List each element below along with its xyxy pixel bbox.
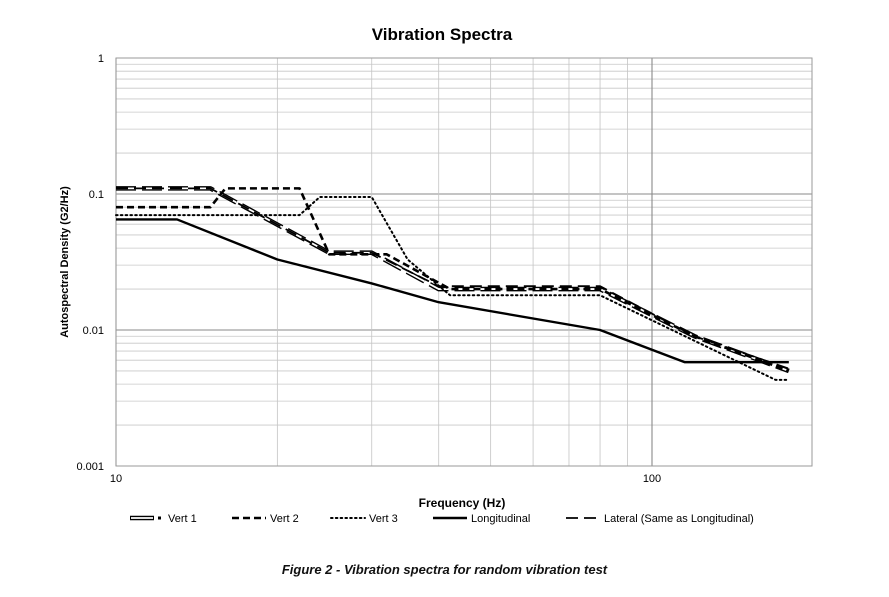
legend-longitudinal-label: Longitudinal xyxy=(471,513,530,525)
chart-title: Vibration Spectra xyxy=(372,25,513,44)
y-tick-label: 0.001 xyxy=(76,461,104,473)
series-lateral-same-as-longitudinal xyxy=(116,187,790,370)
series-vert-3-line xyxy=(115,196,790,381)
legend-vert-1-swatch-dot xyxy=(158,516,161,520)
legend-vert-3: Vert 3 xyxy=(330,513,398,525)
series-vert-3 xyxy=(115,196,790,381)
series-vert-2-line xyxy=(116,187,790,373)
legend: Vert 1 Vert 2 Vert 3 Longitudinal Lateral (S… xyxy=(130,513,754,525)
x-tick-label: 100 xyxy=(643,473,661,485)
y-axis-label: Autospectral Density (G2/Hz) xyxy=(59,186,71,338)
plot-frame xyxy=(115,57,813,467)
grid-lines xyxy=(115,57,813,467)
legend-vert-3-label: Vert 3 xyxy=(369,513,398,525)
series-lateral-same-as-longitudinal-line xyxy=(116,187,790,370)
legend-vert-2-label: Vert 2 xyxy=(270,513,299,525)
y-tick-label: 0.01 xyxy=(83,325,104,337)
legend-lateral-same-as-longitudinal-label: Lateral (Same as Longitudinal) xyxy=(604,513,754,525)
legend-vert-1-label: Vert 1 xyxy=(168,513,197,525)
series-longitudinal-line xyxy=(116,218,789,364)
legend-lateral-same-as-longitudinal: Lateral (Same as Longitudinal) xyxy=(566,513,754,525)
data-series xyxy=(115,186,790,381)
y-tick-label: 0.1 xyxy=(89,189,104,201)
legend-longitudinal: Longitudinal xyxy=(433,513,530,525)
figure-caption: Figure 2 - Vibration spectra for random … xyxy=(281,562,608,577)
x-tick-label: 10 xyxy=(110,473,122,485)
x-axis-label: Frequency (Hz) xyxy=(419,496,506,510)
legend-vert-1: Vert 1 xyxy=(130,513,197,525)
series-longitudinal xyxy=(116,218,789,364)
series-vert-2 xyxy=(116,187,790,373)
y-tick-label: 1 xyxy=(98,53,104,65)
legend-vert-2: Vert 2 xyxy=(232,513,299,525)
axis-tick-labels: 1 0.1 0.01 0.001 10 100 xyxy=(76,53,661,485)
